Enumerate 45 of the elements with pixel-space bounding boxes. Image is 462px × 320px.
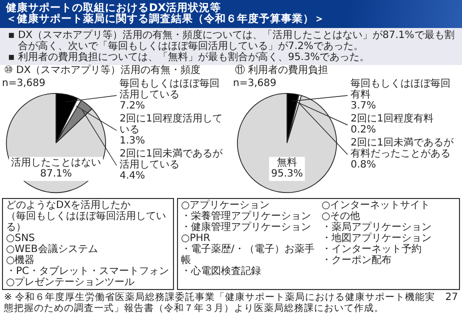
text: どのようなDXを活用したか bbox=[6, 200, 132, 211]
data-label: 95.3% bbox=[271, 168, 303, 180]
slice-label: 2回に1回程度活用している bbox=[120, 112, 222, 136]
text: ・栄養管理アプリケーション bbox=[181, 211, 312, 222]
data-label: 7.2% bbox=[120, 100, 146, 112]
slice-label: 活用したことはない bbox=[11, 156, 101, 168]
text: ○機器 bbox=[6, 255, 36, 266]
data-label: 0.2% bbox=[350, 124, 376, 136]
slice-label: 2回に1回未満であるが有料だったことがある bbox=[350, 136, 454, 160]
text: ○WEB会議システム bbox=[6, 244, 99, 255]
text: ○アプリケーション bbox=[181, 200, 271, 211]
text: ・薬局アプリケーション bbox=[322, 222, 432, 233]
text: （毎回もしくはほぼ毎回活用している） bbox=[6, 211, 167, 233]
data-label: 0.8% bbox=[350, 160, 376, 171]
data-label: 1.3% bbox=[120, 136, 146, 147]
text: ・クーポン配布 bbox=[322, 255, 392, 266]
text: ○プレゼンテーションツール bbox=[6, 277, 136, 288]
data-label: 3.7% bbox=[350, 100, 376, 112]
data-label: 87.1% bbox=[40, 168, 72, 180]
text: 健康サポートの取組におけるDX活用状況等 bbox=[6, 2, 221, 14]
slice-label: 2回に1回程度有料 bbox=[350, 112, 434, 125]
text: ＜健康サポート薬局に関する調査結果（令和６年度予算事業）＞ bbox=[6, 13, 326, 25]
text: ・健康管理アプリケーション bbox=[181, 222, 312, 233]
text: n=3,689 bbox=[2, 78, 46, 89]
chart-title: ⑩ DX（スマホアプリ等）活用の有無・頻度 bbox=[3, 65, 202, 77]
text: ○SNS bbox=[6, 233, 36, 244]
slice-label: 2回に1回未満であるが活用している bbox=[120, 148, 224, 171]
slice-label: 毎回もしくはほぼ毎回有料 bbox=[350, 78, 451, 101]
text: ・PC・タブレット・スマートフォン bbox=[6, 266, 170, 277]
text: ・電子薬歴/・（電子）お薬手帳 bbox=[181, 244, 316, 266]
text: ・地図アプリケーション bbox=[322, 233, 432, 244]
text: n=3,689 bbox=[233, 78, 276, 89]
text: ・インターネット予約 bbox=[322, 244, 422, 255]
text: ※ 令和６年度厚生労働省医薬局総務課委託事業「健康サポート薬局における健康サポート機能実態把握のための調査一式」報告書（令和７年３月）より医薬局総務課において作成。 bbox=[4, 292, 436, 314]
slice-label: 無料 bbox=[277, 156, 297, 168]
text: ▪ 利用者の費用負担については、「無料」が最も割合が高く、95.3%であった。 bbox=[8, 52, 371, 63]
text: 27 bbox=[445, 292, 458, 303]
chart-title: ⑪ 利用者の費用負担 bbox=[234, 65, 330, 77]
text: ▪ DX（スマホアプリ等）活用の有無・頻度については、「活用したことはない」が87.1%で最も割合が高く、次いで「毎回もしくはほぼ毎回活用している」が7.2%であった。 bbox=[8, 30, 456, 52]
text: ○PHR bbox=[181, 233, 211, 244]
slice-label: 毎回もしくはほぼ毎回活用している bbox=[120, 78, 220, 101]
text: ○その他 bbox=[322, 211, 362, 222]
text: ○インターネットサイト bbox=[322, 200, 432, 211]
text: ・心電図検査記録 bbox=[181, 266, 262, 277]
data-label: 4.4% bbox=[120, 170, 146, 182]
